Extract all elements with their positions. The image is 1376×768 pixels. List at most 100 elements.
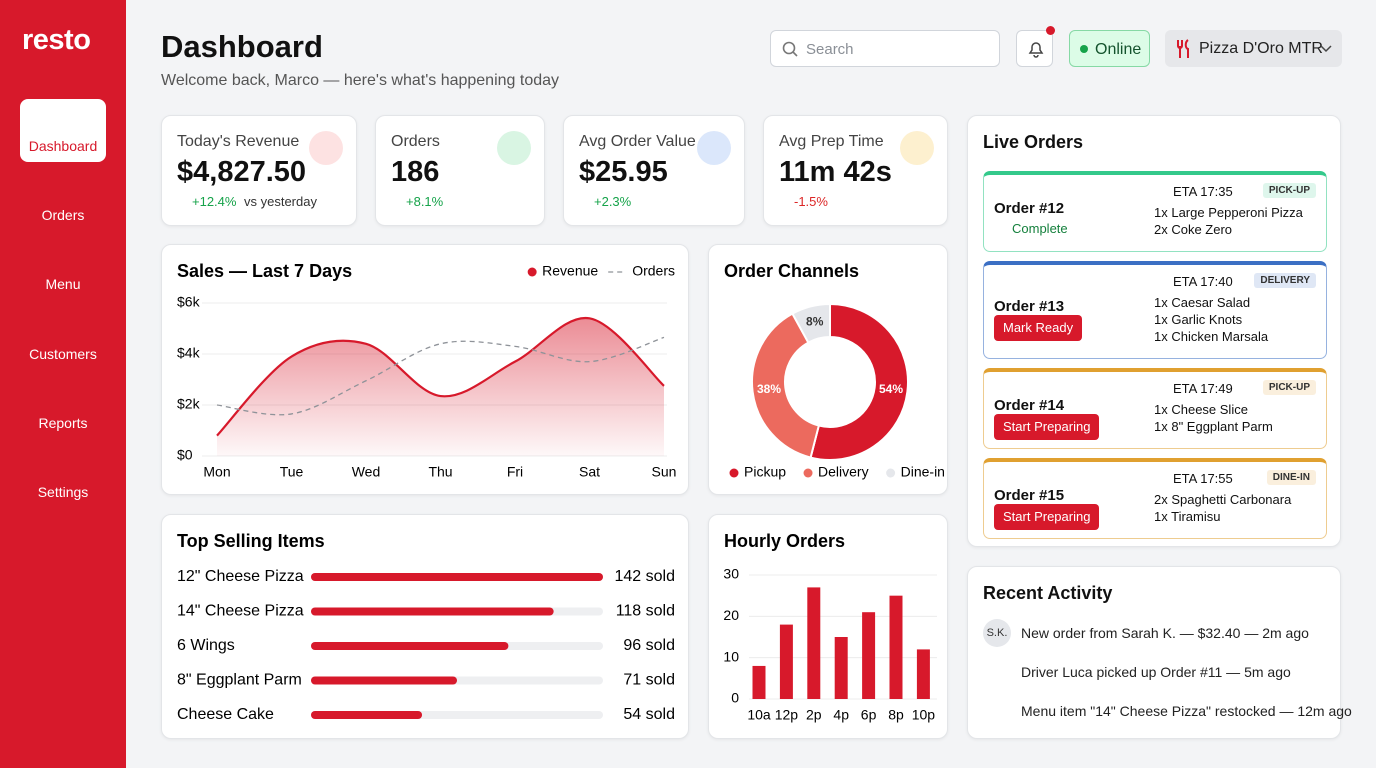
card-title: Live Orders [983, 132, 1084, 152]
bar [889, 595, 903, 699]
status-dot [1080, 45, 1088, 53]
x-tick-label: 10p [912, 707, 936, 723]
hourly-chart: Hourly Orders 0 10 20 30 10a 12p 2p 4p 6p 8p 10p [723, 531, 937, 723]
slice-label: 8% [806, 315, 824, 329]
order-item: 2x Spaghetti Carbonara [1154, 492, 1292, 507]
status-badge[interactable]: Online [1069, 30, 1150, 67]
search-icon [782, 41, 798, 57]
legend-label: Dine-in [901, 464, 945, 480]
channels-card: Order Channels 54% 38% 8% Pickup Delivery Dine… [708, 244, 948, 495]
order-action[interactable]: Start Preparing [994, 503, 1100, 530]
kpi-card: Today's Revenue $4,827.50 +12.4% vs yesterd… [161, 115, 357, 226]
bar [311, 711, 423, 719]
kpi-change: +2.3% [594, 194, 632, 209]
notifications[interactable] [1016, 26, 1055, 67]
activity-text: Driver Luca picked up Order #11 — 5m ago [1021, 664, 1291, 680]
slice-label: 38% [757, 382, 781, 396]
search-box[interactable]: Search [770, 30, 1000, 67]
pie-slice [809, 302, 909, 461]
bar [752, 665, 766, 699]
order-id: Order #13 [994, 298, 1065, 315]
kpi-icon [497, 131, 531, 165]
y-tick-label: $0 [177, 447, 193, 463]
order-eta: ETA 17:55 [1173, 471, 1233, 486]
x-tick-label: 2p [806, 707, 822, 723]
order-item: 2x Coke Zero [1154, 222, 1233, 237]
x-tick-label: 10a [747, 707, 771, 723]
nav-item[interactable]: Settings [0, 448, 126, 506]
chart-title: Sales — Last 7 Days [177, 261, 352, 281]
order-eta: ETA 17:49 [1173, 381, 1233, 396]
value-label: 54 sold [623, 706, 675, 723]
order-action[interactable]: Start Preparing [994, 413, 1100, 440]
x-tick-label: Tue [280, 464, 304, 480]
legend-marker [803, 468, 813, 478]
card-title: Recent Activity [983, 583, 1113, 603]
order-item: 1x Large Pepperoni Pizza [1154, 205, 1303, 220]
order-card[interactable]: Order #15 Start Preparing ETA 17:55 DINE-IN… [983, 458, 1327, 539]
y-tick-label: $2k [177, 396, 201, 412]
kpi-card: Avg Order Value $25.95 +2.3% [563, 115, 745, 226]
x-tick-label: Thu [428, 464, 452, 480]
order-status: Complete [1012, 220, 1068, 236]
order-id: Order #14 [994, 396, 1065, 414]
page-subtitle: Welcome back, Marco — here's what's happ… [161, 72, 560, 89]
order-id: Order #12 [994, 199, 1065, 217]
nav-label: Dashboard [28, 138, 98, 154]
chart-title: Order Channels [724, 261, 859, 281]
nav-item[interactable]: Dashboard [0, 102, 126, 160]
pie-slice [751, 312, 821, 459]
value-label: 142 sold [615, 568, 676, 585]
sales-card: Sales — Last 7 Days $0 $2k $4k $6k Mon Tue Wed T… [161, 244, 689, 495]
bar [311, 607, 554, 616]
item-label: 8" Eggplant Parm [177, 672, 302, 689]
x-tick-label: 6p [861, 707, 877, 723]
bar [311, 642, 509, 650]
nav-item[interactable]: Menu [0, 240, 126, 298]
order-item: 1x Caesar Salad [1154, 295, 1251, 310]
order-item: 1x 8" Eggplant Parm [1154, 419, 1273, 434]
x-tick-label: Fri [507, 464, 523, 480]
kpi-value: 11m 42s [779, 156, 892, 188]
legend-marker [527, 267, 537, 277]
legend-label: Orders [632, 263, 675, 279]
x-tick-label: Sat [579, 464, 600, 480]
nav-item[interactable]: Reports [0, 379, 126, 437]
y-tick-label: $6k [177, 294, 201, 310]
item-label: 14" Cheese Pizza [177, 603, 304, 620]
order-card[interactable]: Order #12 Complete ETA 17:35 PICK-UP 1x Larg… [983, 171, 1327, 252]
kpi-label: Orders [391, 133, 440, 150]
y-tick-label: 20 [723, 607, 739, 623]
nav-label: Customers [29, 345, 97, 362]
kpi-change: -1.5% [794, 194, 828, 209]
search-placeholder: Search [806, 41, 854, 58]
x-tick-label: Wed [352, 464, 381, 480]
status-text: Online [1095, 41, 1142, 58]
bar [311, 573, 603, 581]
legend-label: Delivery [818, 464, 869, 480]
logo[interactable]: resto [22, 24, 91, 56]
activity-text: Menu item "14" Cheese Pizza" restocked —… [1021, 703, 1352, 719]
restaurant-selector[interactable]: Pizza D'Oro MTR [1165, 30, 1342, 67]
activity-card: Recent Activity S.K. New order from Sarah… [967, 566, 1352, 739]
x-tick-label: 4p [833, 707, 849, 723]
kpi-change: +12.4% [192, 194, 237, 209]
order-action[interactable]: Mark Ready [994, 315, 1083, 341]
avatar: S.K. [983, 619, 1011, 647]
order-card[interactable]: Order #14 Start Preparing ETA 17:49 PICK-UP… [983, 368, 1327, 449]
kpi-icon [697, 131, 731, 165]
y-tick-label: 10 [723, 648, 739, 664]
sales-chart: Sales — Last 7 Days $0 $2k $4k $6k Mon Tue Wed T… [177, 261, 676, 480]
bar [311, 676, 457, 685]
channels-chart: Order Channels 54% 38% 8% Pickup Delivery Dine… [724, 261, 945, 480]
item-label: 12" Cheese Pizza [177, 568, 304, 585]
nav-item[interactable]: Orders [0, 171, 126, 229]
order-type: DINE-IN [1266, 470, 1316, 485]
order-card[interactable]: Order #13 Mark Ready ETA 17:40 DELIVERY 1x C… [983, 261, 1327, 359]
y-tick-label: 0 [731, 690, 739, 706]
order-id: Order #15 [994, 486, 1065, 504]
nav-item[interactable]: Customers [0, 310, 126, 368]
value-label: 118 sold [616, 603, 675, 620]
bell-icon [1028, 42, 1044, 58]
nav-label: Menu [45, 276, 81, 293]
